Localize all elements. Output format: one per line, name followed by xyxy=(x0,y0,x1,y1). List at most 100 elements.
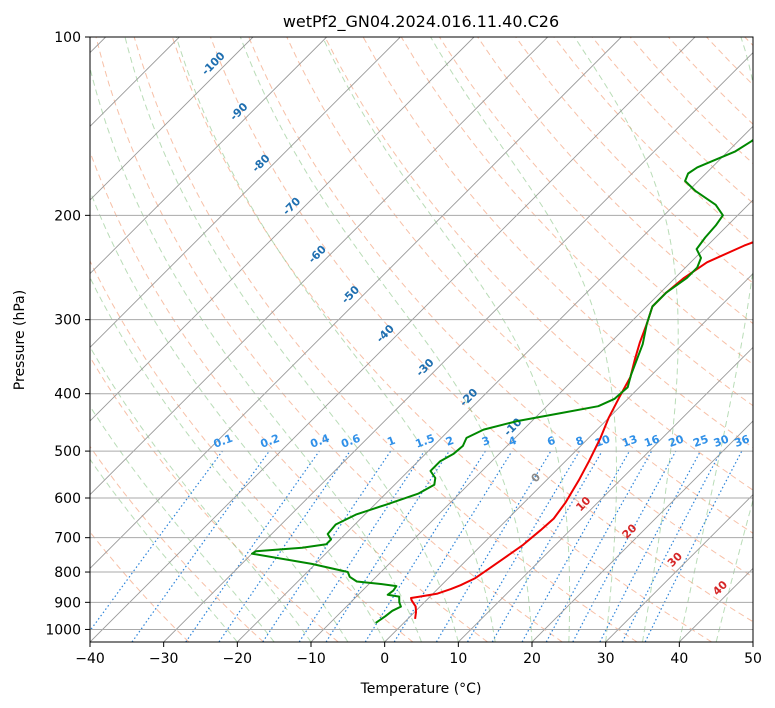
x-tick-label: 50 xyxy=(744,651,762,667)
mixing-ratio-line xyxy=(218,450,351,642)
mixing-ratio-lines xyxy=(90,450,743,642)
mixing-ratio-line xyxy=(131,450,270,642)
isotherm xyxy=(458,346,753,642)
mixing-ratio-label: 16 xyxy=(642,432,661,450)
mixing-ratio-line xyxy=(572,450,677,642)
y-tick-label: 100 xyxy=(54,30,81,46)
isotherm xyxy=(90,37,548,496)
mixing-ratio-label: 13 xyxy=(620,433,639,450)
mixing-ratio-line xyxy=(90,450,223,632)
x-tick-label: 10 xyxy=(449,651,467,667)
mixing-ratio-label: 1.5 xyxy=(414,432,437,451)
dry-adiabat xyxy=(210,37,753,623)
x-tick-label: 20 xyxy=(523,651,541,667)
moist-adiabat xyxy=(239,37,533,642)
mixing-ratio-line xyxy=(545,450,653,642)
dry-adiabat xyxy=(248,37,753,578)
pressure-gridlines xyxy=(90,37,753,630)
x-axis-ticks: −40 −30 −20 −10 0 10 20 30 40 50 xyxy=(75,642,762,667)
y-tick-label: 300 xyxy=(54,313,81,329)
moist-adiabat xyxy=(90,458,238,642)
mixing-ratio-label: 6 xyxy=(545,434,557,449)
mixing-ratio-line xyxy=(262,450,392,642)
isotherm-lines xyxy=(90,37,753,642)
isotherm xyxy=(531,420,753,642)
plot-frame xyxy=(89,36,754,643)
x-tick-label: 0 xyxy=(380,651,389,667)
moist-adiabat xyxy=(90,189,386,642)
mixing-ratio-line xyxy=(298,450,425,642)
moist-adiabat xyxy=(678,37,753,642)
mixing-ratio-label: 1 xyxy=(385,434,397,449)
dry-adiabat xyxy=(95,37,563,642)
moist-adiabat xyxy=(322,37,571,642)
moist-adiabat xyxy=(90,65,422,642)
x-tick-label: −40 xyxy=(75,651,105,667)
isotherm xyxy=(163,52,753,642)
y-tick-label: 900 xyxy=(54,595,81,611)
isotherm xyxy=(90,37,622,569)
dry-adiabat xyxy=(171,37,712,642)
mixing-ratio-label: 25 xyxy=(691,433,710,450)
dry-adiabat xyxy=(324,37,753,491)
dry-adiabat xyxy=(90,259,414,642)
moist-adiabat xyxy=(90,405,275,642)
dry-adiabat xyxy=(90,356,339,642)
mixing-ratio-label: 0.1 xyxy=(212,432,235,451)
x-tick-label: 40 xyxy=(670,651,688,667)
moist-adiabats xyxy=(90,37,753,642)
mixing-ratio-label: 4 xyxy=(507,434,519,449)
moist-adiabat xyxy=(175,37,496,642)
y-axis-ticks: 100 200 300 400 500 600 700 800 900 1000 xyxy=(45,30,90,638)
dry-adiabat xyxy=(286,37,753,534)
x-tick-label: −30 xyxy=(149,651,179,667)
moist-adiabat xyxy=(430,37,617,642)
mixing-ratio-label: 2 xyxy=(444,434,456,449)
mixing-ratio-label: 3 xyxy=(480,434,492,449)
profile-lines xyxy=(251,138,753,624)
mixing-ratio-label: 10 xyxy=(593,432,612,450)
dewpoint-profile xyxy=(251,138,753,624)
x-axis-label: Temperature (°C) xyxy=(360,681,482,697)
x-tick-label: −20 xyxy=(223,651,253,667)
y-tick-label: 200 xyxy=(54,208,81,224)
moist-adiabat xyxy=(715,498,753,642)
y-tick-label: 600 xyxy=(54,491,81,507)
y-tick-label: 800 xyxy=(54,565,81,581)
dry-adiabat xyxy=(133,37,638,642)
mixing-ratio-label: 0.2 xyxy=(259,432,282,451)
mixing-ratio-label: 0.4 xyxy=(309,432,332,451)
moist-adiabat xyxy=(574,37,679,642)
y-tick-label: 400 xyxy=(54,387,81,403)
mixing-ratio-line xyxy=(393,450,513,642)
mixing-ratio-label: 8 xyxy=(574,434,586,449)
moist-adiabat xyxy=(90,276,349,642)
mixing-ratio-label: 36 xyxy=(733,432,752,450)
isotherm xyxy=(605,494,753,642)
isopleth-labels: 0.1 0.2 0.4 0.6 1 1.5 2 3 4 6 8 10 13 16 20 25 30 36-100-… xyxy=(199,49,752,598)
mixing-ratio-line xyxy=(325,450,450,642)
isotherm xyxy=(384,273,753,642)
mixing-ratio-line xyxy=(521,450,631,642)
y-tick-label: 1000 xyxy=(45,622,81,638)
isotherm xyxy=(90,37,696,642)
y-tick-label: 500 xyxy=(54,444,81,460)
mixing-ratio-label: 0.6 xyxy=(339,432,362,451)
mixing-ratio-line xyxy=(185,450,320,642)
isotherm xyxy=(310,199,753,642)
mixing-ratio-line xyxy=(644,450,743,642)
moist-adiabat xyxy=(124,37,459,642)
dry-adiabat xyxy=(515,37,753,284)
dry-adiabats xyxy=(90,37,753,642)
chart-title: wetPf2_GN04.2024.016.11.40.C26 xyxy=(283,12,559,32)
isotherm xyxy=(90,37,475,422)
dry-adiabat xyxy=(90,445,264,642)
isotherm xyxy=(90,37,401,348)
isotherm xyxy=(90,37,254,201)
isotherm xyxy=(90,37,327,275)
y-axis-label: Pressure (hPa) xyxy=(12,290,28,390)
y-tick-label: 700 xyxy=(54,531,81,547)
isotherm xyxy=(237,125,753,642)
x-tick-label: −10 xyxy=(296,651,326,667)
